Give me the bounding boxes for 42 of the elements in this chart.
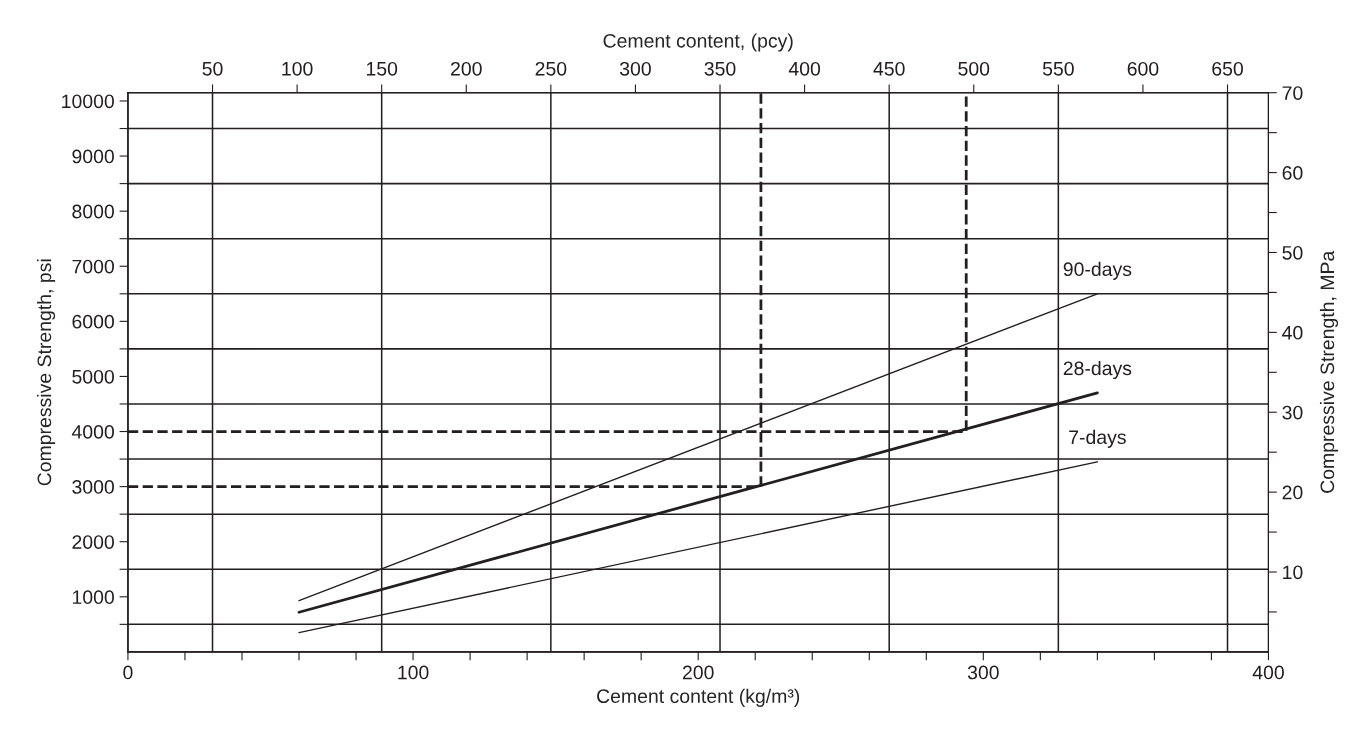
y-tick-label: 8000	[72, 204, 114, 219]
x-tick-label: 400	[1252, 665, 1284, 680]
y-tick-label: 4000	[71, 424, 114, 439]
y-tick-label: 5000	[72, 369, 114, 384]
series-label: 7-days	[1069, 429, 1126, 448]
y-tick-label: 6000	[72, 314, 114, 329]
x-tick-label: 200	[682, 665, 714, 680]
y2-tick-label: 10	[1283, 565, 1303, 580]
y2-tick-label: 70	[1282, 86, 1303, 100]
x2-tick-label: 100	[282, 61, 313, 76]
x2-tick-label: 400	[788, 61, 821, 76]
y-tick-label: 10000	[62, 94, 114, 109]
y2-tick-label: 60	[1282, 166, 1303, 180]
x-tick-label: 300	[967, 665, 999, 680]
x2-tick-label: 500	[958, 61, 990, 76]
x-tick-label: 0	[123, 665, 133, 680]
y2-tick-label: 30	[1282, 405, 1303, 420]
x2-tick-label: 300	[619, 61, 651, 76]
y-tick-label: 3000	[72, 480, 114, 494]
x2-tick-label: 50	[202, 61, 223, 76]
x2-axis-title: Cement content, (pcy)	[603, 33, 793, 52]
x2-tick-label: 150	[366, 61, 398, 76]
x2-tick-label: 600	[1127, 61, 1159, 76]
y-tick-label: 1000	[72, 590, 114, 605]
y2-tick-label: 50	[1282, 245, 1303, 260]
y2-tick-label: 20	[1282, 485, 1303, 500]
series-label: 28-days	[1063, 360, 1132, 380]
x2-tick-label: 550	[1042, 61, 1074, 76]
y2-tick-label: 40	[1282, 325, 1303, 340]
x2-tick-label: 350	[704, 61, 736, 76]
x2-tick-label: 200	[451, 61, 482, 76]
x2-tick-label: 450	[873, 61, 905, 76]
y2-axis-title: Compressive Strength, MPa	[1319, 250, 1339, 493]
x-axis-title: Cement content (kg/m³)	[597, 688, 800, 707]
series-label: 90-days	[1063, 261, 1132, 280]
y-axis-title: Compressive Strength, psi	[36, 259, 56, 486]
x-tick-label: 100	[398, 665, 429, 680]
y-tick-label: 2000	[72, 535, 114, 549]
y-tick-label: 7000	[72, 259, 114, 274]
x2-tick-label: 650	[1212, 61, 1243, 76]
y-tick-label: 9000	[72, 149, 114, 164]
x2-tick-label: 250	[535, 61, 567, 76]
